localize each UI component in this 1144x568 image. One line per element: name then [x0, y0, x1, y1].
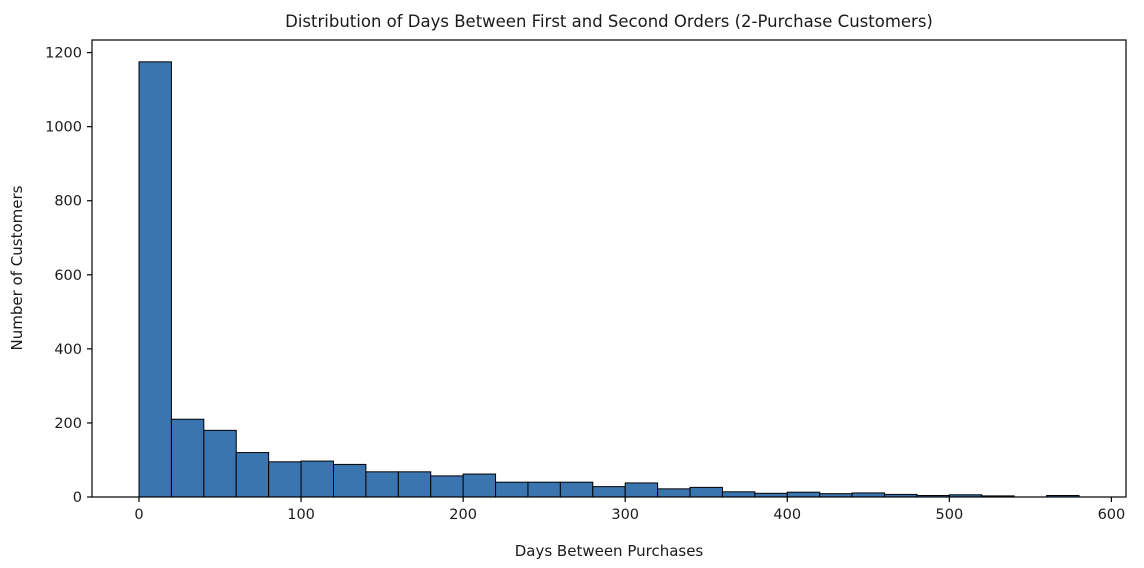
- x-tick-label: 400: [773, 507, 801, 523]
- histogram-bar: [624, 482, 659, 498]
- histogram-bar: [235, 452, 270, 498]
- histogram-bar: [332, 463, 367, 498]
- histogram-bar: [268, 461, 302, 498]
- y-tick-label: 200: [54, 416, 82, 432]
- histogram-bar: [430, 475, 464, 498]
- histogram-bar: [559, 481, 594, 498]
- histogram-bar: [300, 460, 334, 498]
- x-tick-label: 100: [287, 507, 315, 523]
- y-tick-label: 0: [73, 490, 82, 506]
- histogram-bar: [527, 481, 561, 498]
- histogram-bar: [851, 492, 886, 498]
- x-axis-label: Days Between Purchases: [515, 542, 704, 560]
- x-tick-label: 0: [134, 507, 143, 523]
- plot-area: 0 100 200 300 400 500 600 0 200 400 600 800 1000 1200: [45, 39, 1127, 523]
- histogram-bar: [138, 61, 172, 498]
- y-tick-label: 1200: [45, 46, 82, 62]
- x-tick-label: 600: [1098, 507, 1126, 523]
- histogram-bar: [592, 486, 626, 498]
- y-tick-label: 600: [54, 268, 82, 284]
- histogram-bar: [397, 471, 432, 498]
- histogram-bar: [462, 473, 497, 498]
- x-tick-label: 500: [936, 507, 964, 523]
- histogram-bar: [495, 481, 529, 498]
- chart-title: Distribution of Days Between First and S…: [285, 12, 933, 31]
- histogram-bar: [365, 471, 399, 498]
- axes-frame: [91, 39, 1127, 498]
- histogram-bar: [721, 491, 756, 498]
- y-tick-label: 1000: [45, 120, 82, 136]
- histogram-bar: [657, 488, 691, 498]
- y-tick-label: 400: [54, 342, 82, 358]
- histogram-bar: [170, 418, 205, 498]
- histogram-bar: [203, 429, 237, 498]
- x-tick-label: 200: [449, 507, 477, 523]
- histogram-bar: [786, 491, 821, 498]
- y-tick-label: 800: [54, 194, 82, 210]
- x-tick-label: 300: [611, 507, 639, 523]
- histogram-bar: [689, 486, 723, 498]
- y-axis-label: Number of Customers: [8, 185, 26, 350]
